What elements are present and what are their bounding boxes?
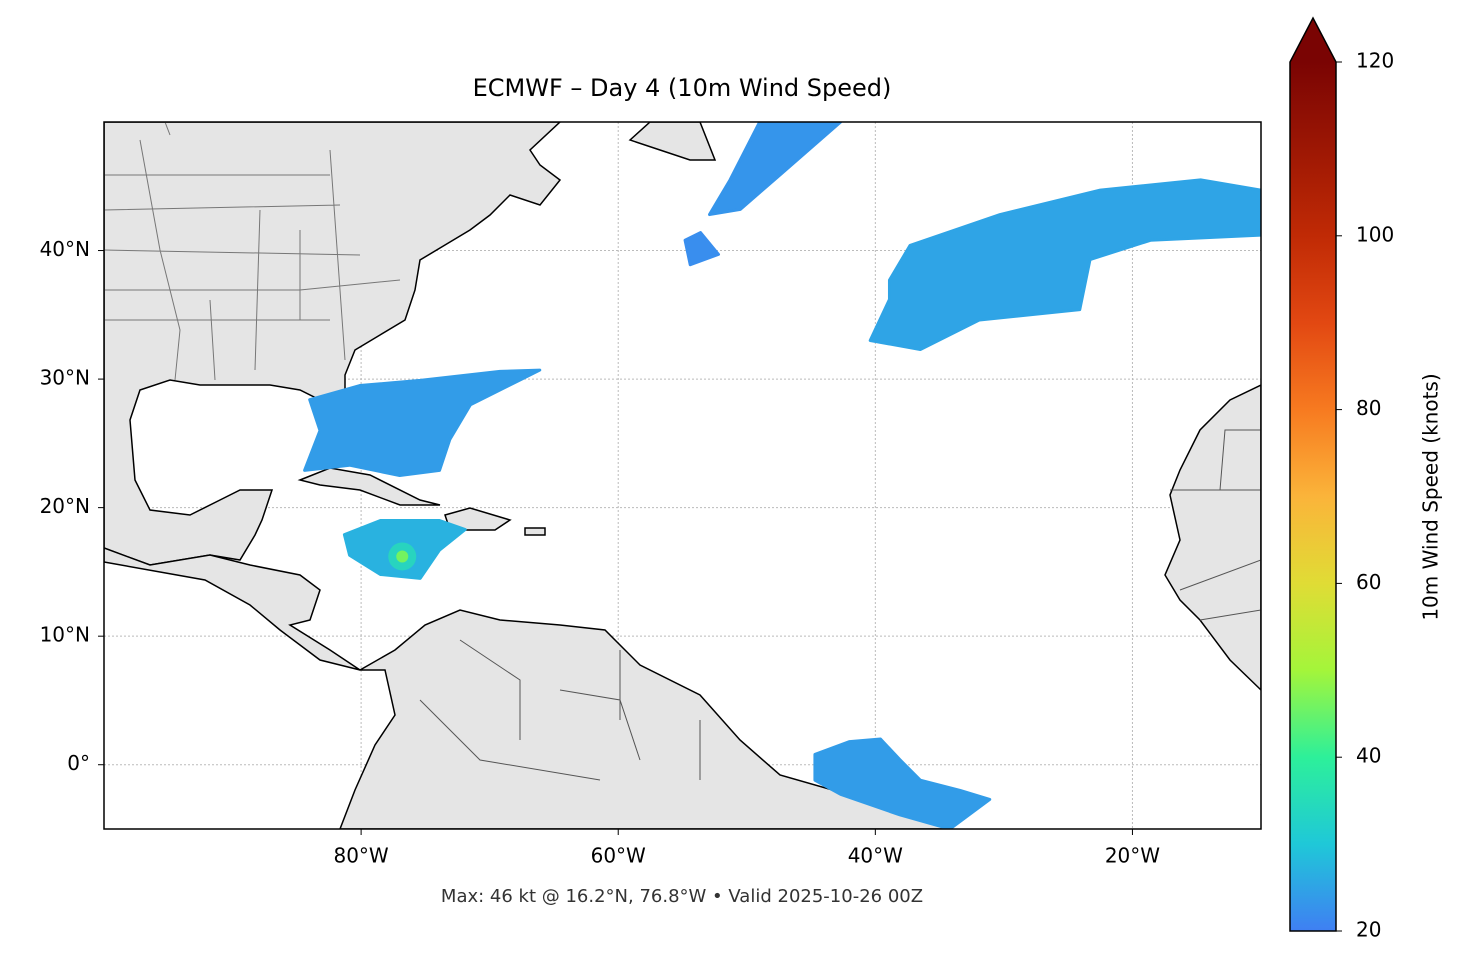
colorbar-frame — [1289, 16, 1337, 932]
y-tick-label: 10°N — [40, 623, 90, 647]
colorbar: 20 40 60 80 100 120 — [1289, 16, 1394, 942]
wind-area — [813, 737, 992, 829]
footer-note: Max: 46 kt @ 16.2°N, 76.8°W • Valid 2025… — [441, 886, 923, 907]
x-tick-label: 40°W — [848, 844, 903, 868]
wind-field — [303, 122, 1261, 829]
max-wind-point — [396, 550, 409, 563]
y-tick-label: 0° — [67, 751, 90, 775]
colorbar-extend — [1290, 18, 1336, 62]
wind-area — [868, 178, 1261, 352]
colorbar-label: 10m Wind Speed (knots) — [1419, 373, 1443, 620]
y-tick-label: 30°N — [40, 366, 90, 390]
country-borders — [419, 639, 701, 781]
puerto-rico — [524, 527, 546, 536]
colorbar-tick-label: 80 — [1356, 396, 1381, 420]
colorbar-tick-label: 60 — [1356, 570, 1381, 594]
colorbar-tick-label: 40 — [1356, 744, 1381, 768]
colorbar-gradient — [1290, 62, 1336, 931]
wind-area — [683, 231, 720, 267]
chart-title: ECMWF – Day 4 (10m Wind Speed) — [473, 74, 892, 102]
map-frame — [103, 121, 1262, 830]
cuba — [297, 467, 441, 506]
y-tick-label: 40°N — [40, 237, 90, 261]
x-tick-label: 20°W — [1105, 844, 1160, 868]
map-area — [104, 122, 1261, 829]
newfoundland — [628, 122, 717, 161]
y-tick-label: 20°N — [40, 494, 90, 518]
colorbar-tick-label: 120 — [1356, 49, 1394, 73]
wind-area — [303, 368, 542, 477]
south-america — [104, 547, 951, 829]
colorbar-tick-label: 20 — [1356, 918, 1381, 942]
x-tick-label: 80°W — [333, 844, 388, 868]
wind-area — [707, 122, 843, 217]
colorbar-tick-label: 100 — [1356, 222, 1394, 246]
x-tick-label: 60°W — [591, 844, 646, 868]
state-borders — [104, 122, 401, 381]
north-america — [104, 122, 562, 566]
africa-borders — [1170, 429, 1261, 621]
